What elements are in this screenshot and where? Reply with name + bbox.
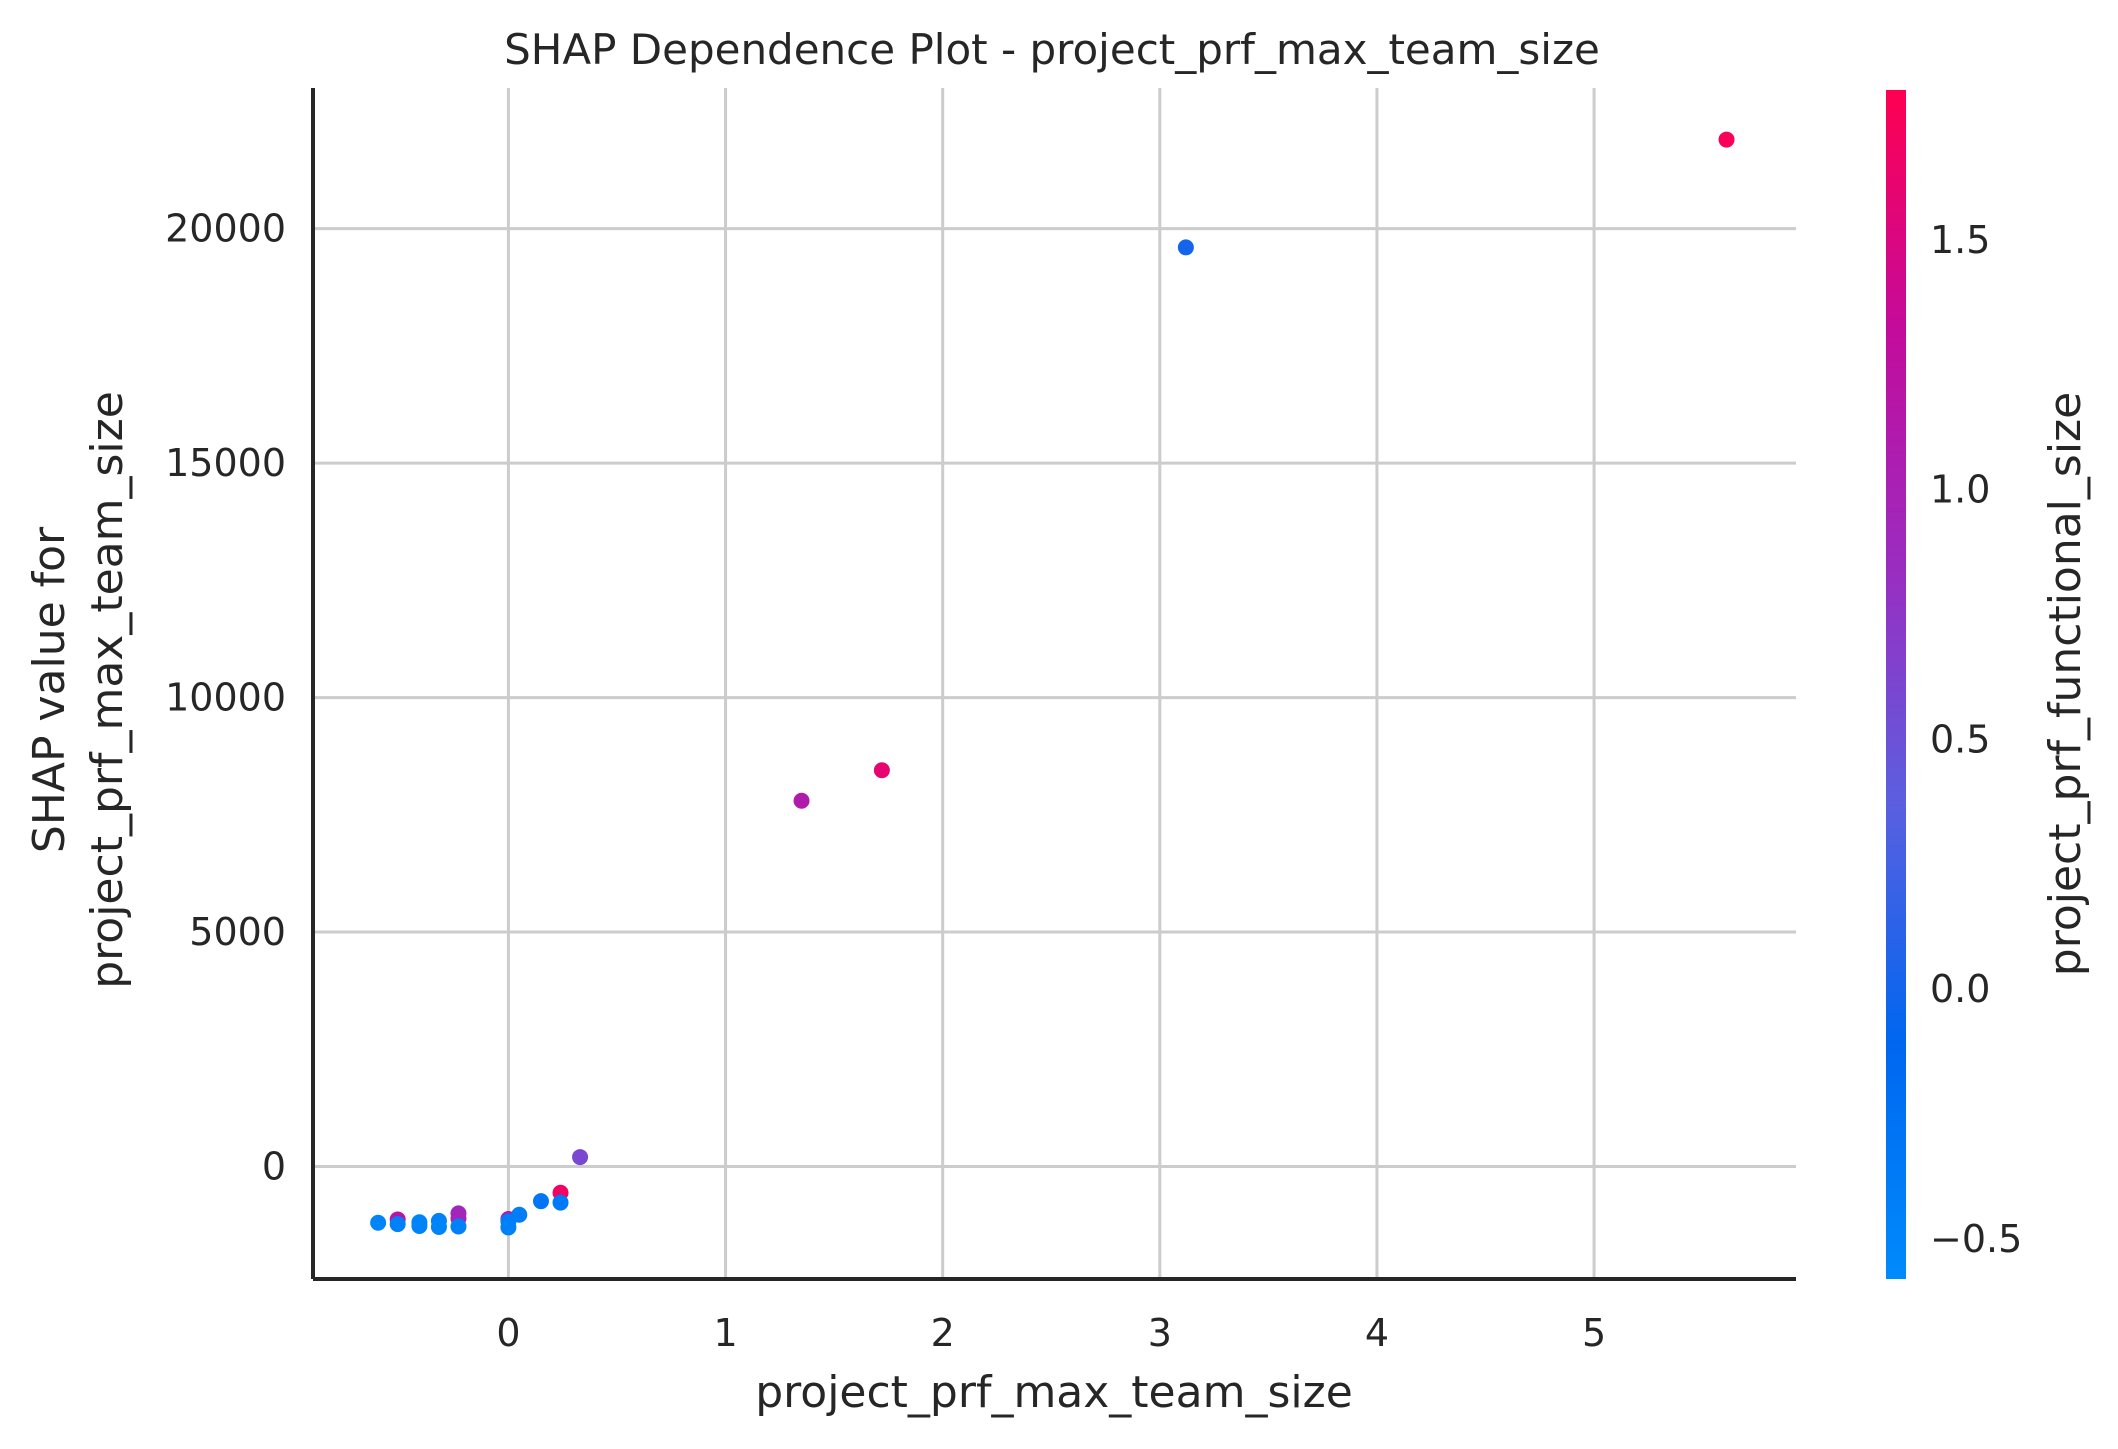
colorbar-tick-label: 1.0 — [1930, 468, 1990, 512]
scatter-point — [389, 1216, 406, 1233]
scatter-point — [450, 1218, 467, 1235]
grid-lines — [313, 88, 1796, 1279]
scatter-point — [532, 1193, 549, 1210]
scatter-point — [572, 1149, 589, 1166]
y-tick-label: 15000 — [165, 441, 286, 485]
colorbar-tick-label: −0.5 — [1930, 1217, 2022, 1261]
y-tick-label: 5000 — [189, 910, 286, 954]
colorbar-tick-label: 0.0 — [1930, 967, 1990, 1011]
x-tick-labels: 0 1 2 3 4 5 — [496, 1311, 1606, 1355]
x-tick-label: 1 — [713, 1311, 737, 1355]
y-tick-label: 10000 — [165, 676, 286, 720]
scatter-point — [793, 792, 810, 809]
scatter-point — [1177, 239, 1194, 256]
x-axis-label: project_prf_max_team_size — [755, 1367, 1353, 1418]
scatter-point — [1718, 131, 1735, 148]
colorbar-tick-labels: −0.5 0.0 0.5 1.0 1.5 — [1930, 218, 2022, 1261]
x-tick-label: 3 — [1148, 1311, 1172, 1355]
colorbar-tick-label: 1.5 — [1930, 218, 1990, 262]
scatter-points — [370, 131, 1735, 1236]
y-tick-label: 0 — [262, 1144, 286, 1188]
colorbar-label: project_prf_functional_size — [2040, 392, 2091, 976]
x-tick-label: 4 — [1365, 1311, 1389, 1355]
y-tick-label: 20000 — [165, 207, 286, 251]
x-tick-label: 2 — [931, 1311, 955, 1355]
x-tick-label: 5 — [1582, 1311, 1606, 1355]
x-tick-label: 0 — [496, 1311, 520, 1355]
y-tick-labels: 0 5000 10000 15000 20000 — [165, 207, 286, 1189]
colorbar — [1886, 90, 1906, 1279]
colorbar-tick-label: 0.5 — [1930, 717, 1990, 761]
scatter-point — [411, 1218, 428, 1235]
scatter-point — [370, 1214, 387, 1231]
chart-title: SHAP Dependence Plot - project_prf_max_t… — [504, 25, 1600, 74]
y-axis-label-line-1: SHAP value for — [24, 526, 75, 853]
scatter-point — [500, 1219, 517, 1236]
scatter-point — [873, 762, 890, 779]
y-axis-label-line-2: project_prf_max_team_size — [82, 391, 133, 989]
scatter-point — [430, 1218, 447, 1235]
scatter-point — [552, 1194, 569, 1211]
scatter-point — [511, 1206, 528, 1223]
